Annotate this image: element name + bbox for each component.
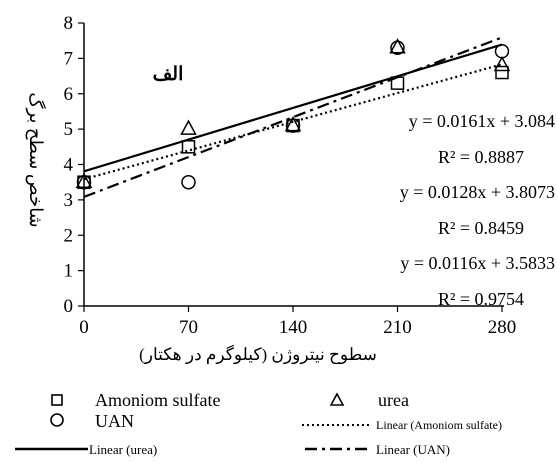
point-urea <box>493 55 511 72</box>
y-tick-label: 0 <box>64 296 74 317</box>
trendline-linear-urea <box>83 43 503 173</box>
equation-1: y = 0.0161x + 3.084 <box>409 111 555 131</box>
y-tick-label: 5 <box>64 119 74 140</box>
point-urea <box>75 172 93 188</box>
point-uan <box>390 40 405 56</box>
r2-1: R² = 0.8887 <box>438 147 524 167</box>
x-tick-label: 0 <box>79 317 89 338</box>
r2-2: R² = 0.8459 <box>438 218 524 238</box>
x-axis-label: سطوح نیتروژن (کیلوگرم در هکتار) <box>139 344 377 365</box>
legend-label-uan: UAN <box>95 411 134 431</box>
legend-label-urea: urea <box>378 390 409 410</box>
point-amoniom-sulfate <box>390 76 405 90</box>
legend: Amoniom sulfate urea UAN Linear (Amoniom… <box>15 390 502 457</box>
x-tick-label: 70 <box>179 317 198 338</box>
r2-3: R² = 0.9754 <box>438 289 524 309</box>
point-uan <box>494 44 510 59</box>
trendline-linear-amoniom-sulfate <box>83 63 503 181</box>
x-tick-label: 280 <box>488 317 517 338</box>
y-tick-label: 7 <box>64 48 74 69</box>
y-tick-label: 3 <box>64 190 74 211</box>
y-tick-label: 4 <box>64 155 74 176</box>
legend-label-linear-urea: Linear (urea) <box>89 442 157 457</box>
legend-label-linear-uan: Linear (UAN) <box>376 442 450 457</box>
data-points <box>75 38 511 190</box>
x-tick-label: 210 <box>383 317 412 338</box>
y-tick-label: 8 <box>64 13 74 34</box>
x-tick-label: 140 <box>279 317 308 338</box>
legend-square-marker <box>51 394 63 406</box>
legend-label-amoniom-sulfate: Amoniom sulfate <box>95 390 220 410</box>
legend-triangle-marker <box>329 392 345 406</box>
equation-block: y = 0.0161x + 3.084 R² = 0.8887 y = 0.01… <box>400 111 555 309</box>
point-urea <box>284 116 302 132</box>
y-tick-label: 1 <box>64 261 74 282</box>
panel-label: الف <box>153 64 184 85</box>
point-uan <box>181 174 196 190</box>
equation-3: y = 0.0116x + 3.5833 <box>400 253 555 273</box>
y-tick-label: 6 <box>64 84 74 105</box>
equation-2: y = 0.0128x + 3.8073 <box>400 182 555 202</box>
y-tick-label: 2 <box>64 225 74 246</box>
legend-circle-marker <box>50 413 64 427</box>
point-amoniom-sulfate <box>495 65 509 80</box>
point-amoniom-sulfate <box>181 140 196 154</box>
y-axis-label: شاخص سطح برگ <box>25 92 47 227</box>
point-urea <box>389 38 406 54</box>
point-urea <box>180 119 197 135</box>
trendlines <box>83 36 503 198</box>
point-uan <box>76 174 92 190</box>
point-uan <box>285 118 301 133</box>
legend-label-linear-amoniom-sulfate: Linear (Amoniom sulfate) <box>376 418 502 432</box>
ticks: 0 1 2 3 4 5 6 7 8 0 70 140 210 280 <box>64 13 517 338</box>
